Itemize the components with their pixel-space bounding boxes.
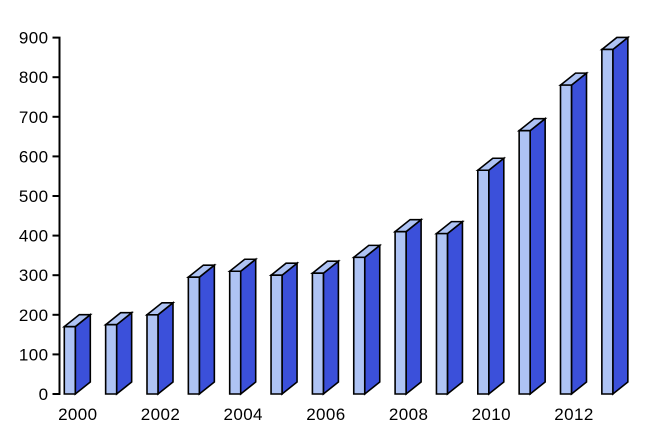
y-axis-tick-label: 0 <box>39 385 49 404</box>
y-axis-tick-label: 600 <box>19 147 49 166</box>
bar-2008-side-face <box>405 217 422 396</box>
bar-2011-front-face <box>518 129 531 395</box>
x-axis-tick-label: 2012 <box>554 405 593 424</box>
bar-2011-side-face <box>529 116 546 396</box>
bar-2001-front-face <box>104 323 118 395</box>
bar-2010-side-face <box>487 156 505 396</box>
bar-2006-front-face <box>311 272 325 395</box>
bar-2007-front-face <box>352 256 366 395</box>
bar-2012-side-face <box>570 71 588 396</box>
bar-2013-front-face <box>601 48 614 395</box>
bar-2005-front-face <box>270 274 283 395</box>
y-axis-tick-label: 400 <box>19 227 49 246</box>
bar-2003-front-face <box>187 276 201 395</box>
bar-2009-side-face <box>446 219 464 396</box>
bar-2008-front-face <box>394 230 407 395</box>
bar-2013-side-face <box>612 35 629 396</box>
bar-2004-side-face <box>239 257 257 396</box>
bar-2007-side-face <box>363 243 381 396</box>
bar-2002-side-face <box>157 301 174 396</box>
x-axis-tick-label: 2000 <box>58 405 97 424</box>
y-axis-tick-label: 800 <box>19 68 49 87</box>
x-axis-tick-label: 2010 <box>472 405 511 424</box>
bar-2009-front-face <box>435 232 449 395</box>
bar-2002-front-face <box>146 313 159 395</box>
bar-2010-front-face <box>476 169 490 395</box>
y-axis-tick-label: 900 <box>19 29 49 48</box>
bar-2006-side-face <box>322 259 340 396</box>
y-axis-tick-label: 700 <box>19 108 49 127</box>
y-axis-tick-label: 200 <box>19 306 49 325</box>
bar-2000-front-face <box>63 325 77 395</box>
bar-2000-side-face <box>74 313 92 396</box>
x-axis-tick-label: 2006 <box>306 405 345 424</box>
y-axis-tick-label: 100 <box>19 345 49 364</box>
x-axis-tick-label: 2008 <box>389 405 428 424</box>
y-axis-tick-label: 500 <box>19 187 49 206</box>
x-axis-tick-label: 2004 <box>223 405 262 424</box>
x-axis-tick-label: 2002 <box>141 405 180 424</box>
bar-2004-front-face <box>228 270 242 395</box>
bar-2005-side-face <box>281 261 298 396</box>
bar-2001-side-face <box>115 311 133 396</box>
bar-2012-front-face <box>559 84 573 395</box>
y-axis-tick-label: 300 <box>19 266 49 285</box>
bar-2003-side-face <box>198 263 216 396</box>
